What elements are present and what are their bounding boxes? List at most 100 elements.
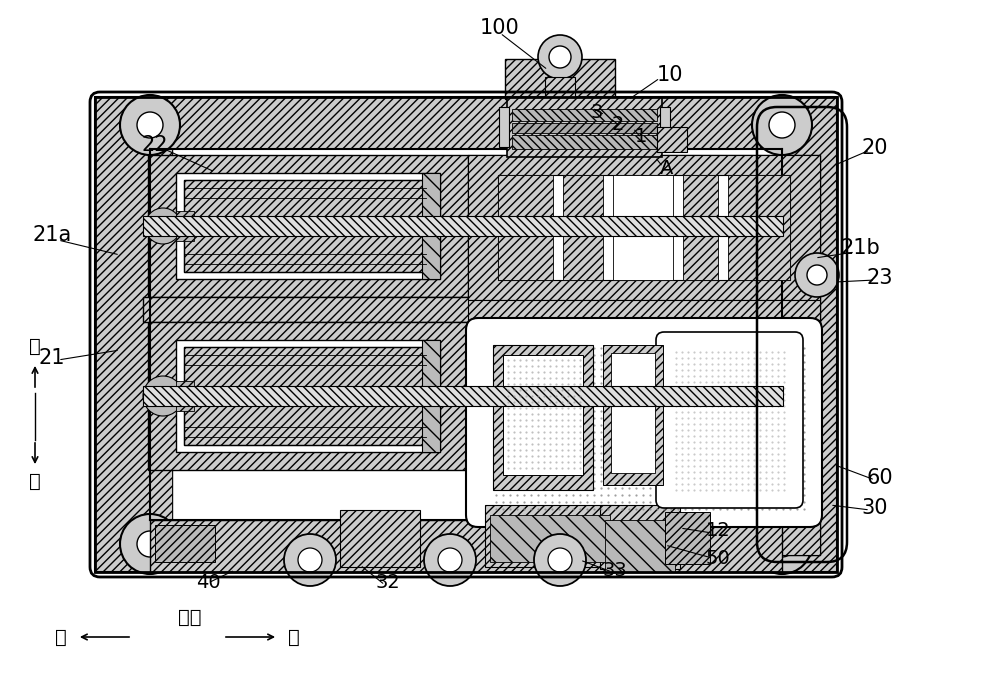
- Circle shape: [807, 265, 827, 285]
- Text: 12: 12: [706, 520, 730, 539]
- Circle shape: [795, 253, 839, 297]
- Bar: [150, 149, 172, 520]
- Text: 33: 33: [603, 561, 627, 579]
- Bar: [176, 211, 194, 241]
- Circle shape: [549, 46, 571, 68]
- Bar: [545, 77, 575, 97]
- Bar: [498, 175, 790, 280]
- Text: 左: 左: [55, 627, 67, 647]
- Bar: [507, 97, 662, 157]
- Text: 22: 22: [142, 135, 168, 155]
- Bar: [490, 515, 610, 562]
- Bar: [683, 175, 718, 280]
- Bar: [184, 347, 426, 445]
- Bar: [468, 155, 820, 555]
- Bar: [422, 173, 440, 279]
- Circle shape: [137, 531, 163, 557]
- Text: A: A: [660, 158, 674, 178]
- Text: 右: 右: [288, 627, 300, 647]
- Bar: [422, 340, 440, 452]
- Text: 30: 30: [862, 498, 888, 518]
- Bar: [493, 345, 593, 490]
- Text: 1: 1: [635, 126, 647, 146]
- Bar: [148, 322, 468, 470]
- Circle shape: [752, 514, 812, 574]
- Circle shape: [145, 208, 181, 244]
- Circle shape: [769, 531, 795, 557]
- Text: 21b: 21b: [840, 238, 880, 258]
- Text: 轴向: 轴向: [178, 607, 202, 627]
- FancyBboxPatch shape: [656, 332, 803, 508]
- Bar: [468, 155, 820, 300]
- Bar: [657, 127, 687, 152]
- Bar: [155, 525, 215, 562]
- Bar: [498, 175, 553, 280]
- Bar: [340, 510, 420, 567]
- Bar: [90, 92, 842, 577]
- Circle shape: [438, 548, 462, 572]
- Circle shape: [769, 112, 795, 138]
- Circle shape: [752, 95, 812, 155]
- Bar: [184, 180, 426, 272]
- Text: 3: 3: [591, 103, 603, 121]
- Text: 50: 50: [706, 548, 730, 568]
- Bar: [148, 155, 468, 297]
- Bar: [422, 173, 440, 279]
- Bar: [603, 345, 663, 485]
- Bar: [605, 520, 675, 572]
- Circle shape: [298, 548, 322, 572]
- Circle shape: [534, 534, 586, 586]
- Bar: [499, 107, 509, 147]
- Bar: [660, 107, 670, 147]
- Bar: [613, 175, 673, 280]
- Bar: [485, 505, 615, 567]
- Text: 2: 2: [612, 115, 624, 133]
- Bar: [150, 149, 782, 520]
- Bar: [611, 353, 655, 473]
- Text: 21a: 21a: [32, 225, 72, 245]
- Bar: [468, 320, 820, 555]
- Bar: [665, 512, 710, 564]
- Text: 40: 40: [196, 573, 220, 591]
- Bar: [512, 135, 657, 149]
- Bar: [176, 173, 440, 279]
- Bar: [143, 297, 473, 322]
- Bar: [176, 381, 194, 411]
- Text: 下: 下: [29, 472, 41, 491]
- Bar: [95, 97, 837, 572]
- Circle shape: [538, 35, 582, 79]
- Text: 32: 32: [376, 573, 400, 591]
- Bar: [184, 180, 426, 272]
- Text: 60: 60: [867, 468, 893, 488]
- Circle shape: [120, 95, 180, 155]
- Circle shape: [424, 534, 476, 586]
- Circle shape: [143, 376, 183, 416]
- Bar: [563, 175, 603, 280]
- Bar: [422, 340, 440, 452]
- Text: 100: 100: [480, 18, 520, 38]
- Circle shape: [548, 548, 572, 572]
- Bar: [600, 505, 680, 569]
- Bar: [468, 300, 820, 320]
- Circle shape: [284, 534, 336, 586]
- Bar: [95, 97, 837, 572]
- Text: 上: 上: [29, 337, 41, 356]
- Bar: [176, 340, 440, 452]
- Bar: [150, 149, 172, 520]
- Bar: [512, 123, 657, 133]
- Bar: [512, 109, 657, 121]
- Bar: [143, 386, 783, 406]
- Text: 20: 20: [862, 138, 888, 158]
- Text: 21: 21: [39, 348, 65, 368]
- Bar: [503, 355, 583, 475]
- Bar: [505, 59, 615, 99]
- Bar: [184, 347, 426, 445]
- Circle shape: [137, 112, 163, 138]
- Text: 23: 23: [867, 268, 893, 288]
- Bar: [143, 216, 783, 236]
- Circle shape: [120, 514, 180, 574]
- Bar: [150, 520, 782, 572]
- Bar: [728, 175, 790, 280]
- FancyBboxPatch shape: [466, 318, 822, 527]
- Text: 10: 10: [657, 65, 683, 85]
